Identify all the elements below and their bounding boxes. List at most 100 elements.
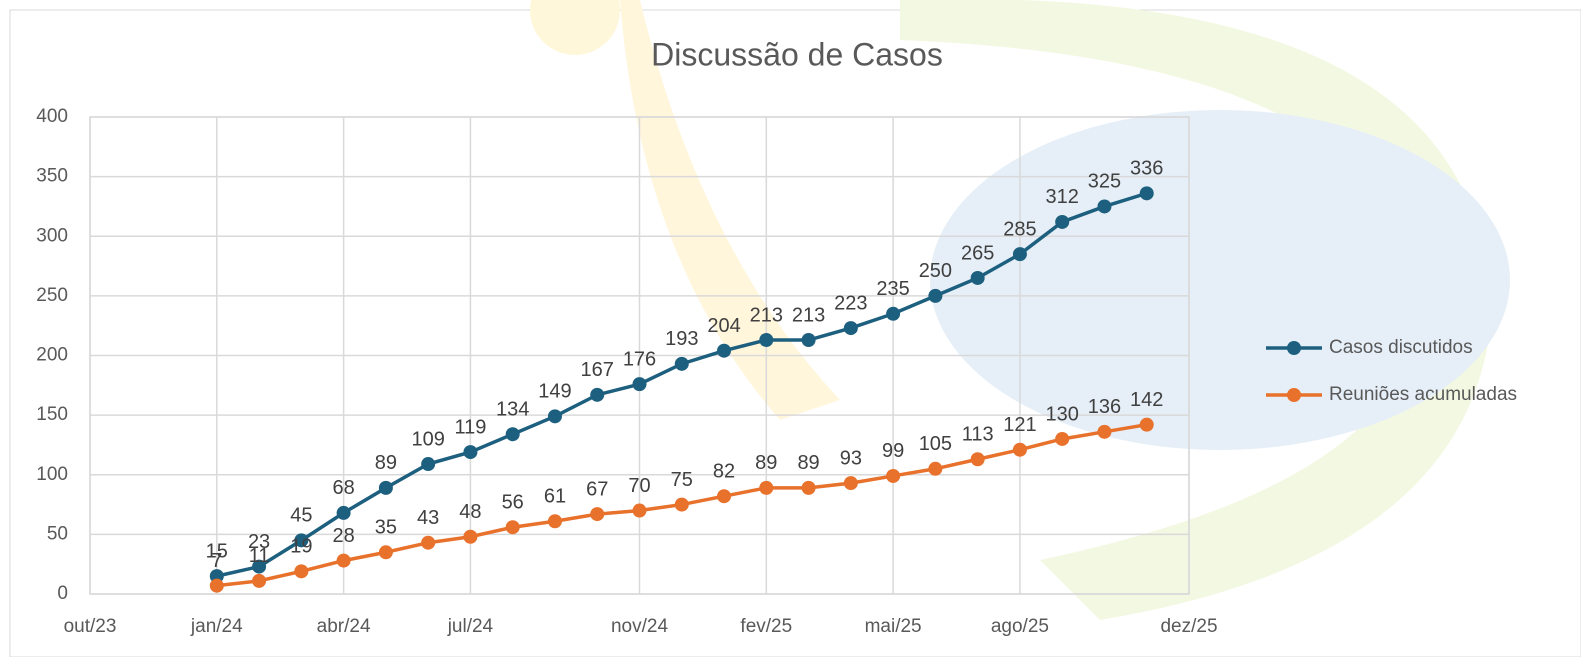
- x-tick-label: ago/25: [991, 616, 1049, 637]
- data-point: [759, 332, 774, 347]
- data-label: 193: [665, 328, 698, 350]
- x-tick-label: jan/24: [190, 616, 243, 637]
- legend-marker: [1287, 341, 1301, 355]
- data-label: 213: [750, 304, 783, 326]
- data-point: [209, 578, 224, 593]
- data-point: [590, 507, 605, 522]
- data-point: [886, 468, 901, 483]
- data-label: 43: [417, 507, 439, 529]
- data-label: 119: [454, 416, 486, 438]
- data-point: [378, 480, 393, 495]
- data-point: [1012, 247, 1027, 262]
- data-point: [717, 489, 732, 504]
- data-point: [590, 387, 605, 402]
- y-tick-label: 300: [36, 225, 68, 246]
- data-label: 82: [713, 460, 735, 482]
- data-point: [378, 545, 393, 560]
- data-point: [252, 573, 267, 588]
- data-point: [1139, 186, 1154, 201]
- data-point: [294, 533, 309, 548]
- data-point: [463, 529, 478, 544]
- data-point: [505, 520, 520, 535]
- legend-label: Casos discutidos: [1329, 337, 1473, 358]
- data-label: 67: [586, 478, 608, 500]
- data-label: 93: [840, 447, 862, 469]
- data-label: 325: [1088, 171, 1121, 193]
- data-label: 134: [496, 398, 529, 420]
- data-point: [1055, 431, 1070, 446]
- data-label: 136: [1088, 396, 1121, 418]
- data-label: 11: [249, 545, 270, 567]
- data-label: 285: [1003, 218, 1036, 240]
- data-label: 28: [332, 525, 354, 547]
- decor: [620, 0, 840, 420]
- x-tick-label: nov/24: [611, 616, 668, 637]
- data-label: 19: [290, 536, 312, 558]
- data-point: [801, 332, 816, 347]
- data-label: 89: [755, 452, 777, 474]
- data-point: [252, 559, 267, 574]
- data-point: [928, 461, 943, 476]
- data-label: 265: [961, 242, 994, 264]
- data-label: 204: [707, 315, 740, 337]
- y-tick-label: 150: [36, 404, 68, 425]
- data-label: 223: [834, 292, 867, 314]
- data-label: 35: [375, 517, 397, 539]
- data-point: [801, 480, 816, 495]
- data-point: [1139, 417, 1154, 432]
- data-point: [1097, 199, 1112, 214]
- data-point: [928, 288, 943, 303]
- data-label: 68: [332, 477, 354, 499]
- data-label: 56: [502, 492, 524, 514]
- data-point: [632, 503, 647, 518]
- data-label: 48: [459, 501, 481, 523]
- data-label: 89: [797, 452, 819, 474]
- y-tick-label: 50: [47, 523, 68, 544]
- data-label: 113: [962, 424, 994, 446]
- data-point: [632, 377, 647, 392]
- data-label: 213: [792, 304, 825, 326]
- data-point: [970, 270, 985, 285]
- data-point: [336, 505, 351, 520]
- decor: [930, 110, 1510, 450]
- data-point: [463, 445, 478, 460]
- y-tick-label: 0: [57, 583, 68, 604]
- data-label: 142: [1130, 389, 1163, 411]
- data-label: 235: [876, 278, 909, 300]
- y-tick-label: 400: [36, 106, 68, 127]
- data-label: 7: [211, 550, 222, 572]
- x-tick-label: abr/24: [317, 616, 371, 637]
- data-point: [843, 476, 858, 491]
- data-label: 250: [919, 260, 952, 282]
- data-point: [1012, 442, 1027, 457]
- data-label: 130: [1046, 403, 1079, 425]
- data-point: [759, 480, 774, 495]
- data-point: [843, 321, 858, 336]
- data-label: 15: [206, 540, 228, 562]
- data-point: [674, 356, 689, 371]
- legend-marker: [1287, 388, 1301, 402]
- data-label: 89: [375, 452, 397, 474]
- data-label: 70: [628, 475, 650, 497]
- data-label: 121: [1003, 414, 1036, 436]
- data-point: [1097, 424, 1112, 439]
- data-point: [421, 535, 436, 550]
- data-point: [336, 553, 351, 568]
- data-point: [970, 452, 985, 467]
- x-tick-label: fev/25: [740, 616, 792, 637]
- chart-title: Discussão de Casos: [651, 36, 943, 72]
- legend-label: Reuniões acumuladas: [1329, 384, 1517, 405]
- data-point: [1055, 214, 1070, 229]
- decor: [530, 0, 620, 55]
- data-label: 61: [544, 486, 566, 508]
- data-label: 167: [581, 359, 614, 381]
- data-label: 23: [248, 531, 270, 553]
- data-label: 336: [1130, 158, 1163, 180]
- decor: [900, 0, 1491, 620]
- data-label: 176: [623, 348, 656, 370]
- data-point: [547, 514, 562, 529]
- data-label: 99: [882, 440, 904, 462]
- y-tick-label: 100: [36, 464, 68, 485]
- data-point: [886, 306, 901, 321]
